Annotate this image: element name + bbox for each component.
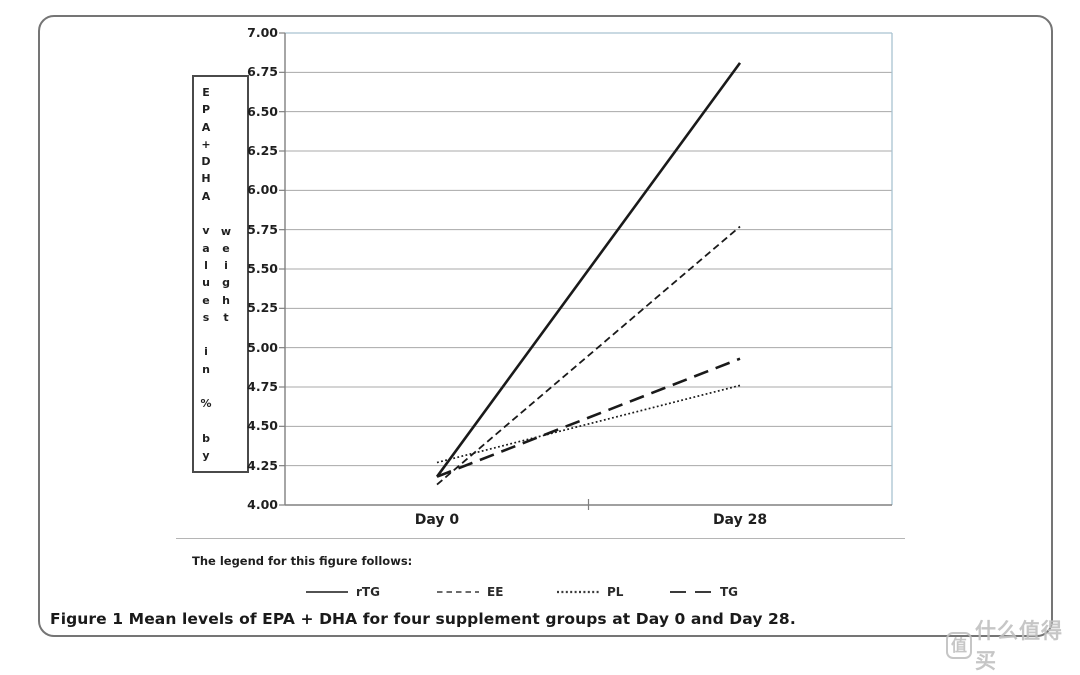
y-tick-label: 5.50 xyxy=(247,261,278,276)
y-axis-title-letter: P xyxy=(201,103,211,117)
legend-line-sample-tg xyxy=(670,591,712,593)
y-axis-title-letter: n xyxy=(202,362,210,376)
y-axis-title-letter: E xyxy=(202,86,210,99)
x-axis-label-day0: Day 0 xyxy=(414,512,460,528)
figure-caption-label: Figure 1 xyxy=(50,610,124,628)
y-tick-label: 5.75 xyxy=(247,221,278,237)
y-tick-label: 6.75 xyxy=(247,64,278,80)
y-tick-label: 7.00 xyxy=(247,25,278,40)
y-axis-title-letter: g xyxy=(222,276,230,290)
y-axis-title-letter: H xyxy=(201,172,211,186)
legend-line-sample-rtg xyxy=(306,591,348,593)
legend-item-ee: EE xyxy=(436,584,503,600)
legend-intro-text: The legend for this figure follows: xyxy=(192,554,413,568)
chart-bottom-separator xyxy=(176,538,905,539)
legend-label-pl: PL xyxy=(607,585,624,599)
line-chart xyxy=(279,32,893,510)
y-tick-label: 6.50 xyxy=(247,103,278,119)
y-axis-title-letter: i xyxy=(224,259,228,273)
series-line-PL xyxy=(436,384,741,464)
y-axis-title-letter: % xyxy=(200,397,212,411)
y-axis-title-letter: h xyxy=(222,293,230,307)
y-axis-title-letter: i xyxy=(204,345,208,359)
legend-line-sample-pl xyxy=(557,590,599,594)
y-axis-title-letter xyxy=(198,326,214,343)
watermark-text: 什么值得买 xyxy=(974,619,1063,673)
legend-line-sample-ee xyxy=(437,591,479,593)
x-axis-label-day28: Day 28 xyxy=(712,512,768,528)
y-axis-title-letter: + xyxy=(201,137,211,151)
y-tick-label: 4.25 xyxy=(247,457,278,473)
y-tick-label: 4.50 xyxy=(247,418,278,434)
series-line-TG xyxy=(436,357,741,478)
y-axis-title-letter: t xyxy=(223,310,229,324)
y-axis-title-letter: D xyxy=(201,155,211,169)
y-axis-title-letter: w xyxy=(220,224,232,238)
y-axis-title-letter: l xyxy=(204,258,208,272)
y-tick-label: 5.25 xyxy=(247,300,278,316)
y-axis-title-letter: A xyxy=(201,120,211,134)
figure-caption: Figure 1 Mean levels of EPA + DHA for fo… xyxy=(50,610,796,628)
series-line-rTG xyxy=(435,62,742,478)
series-line-EE xyxy=(436,225,741,486)
y-tick-label: 4.00 xyxy=(247,497,278,512)
y-axis-title-letter: e xyxy=(202,293,210,307)
y-axis-title-letter xyxy=(198,205,214,222)
y-axis-title-letter: e xyxy=(222,241,230,255)
legend-item-rtg: rTG xyxy=(305,584,380,600)
y-axis-title-letter xyxy=(198,413,214,430)
y-tick-label: 4.75 xyxy=(247,379,278,394)
legend-label-ee: EE xyxy=(487,585,504,599)
y-axis-title-letter xyxy=(198,378,214,395)
y-axis-title-letter: A xyxy=(201,189,211,203)
watermark: 值 什么值得买 xyxy=(946,615,1080,675)
y-axis-title-letter: a xyxy=(202,241,210,255)
legend-item-pl: PL xyxy=(556,584,623,600)
legend-label-rtg: rTG xyxy=(356,585,380,599)
watermark-badge-icon: 值 xyxy=(946,631,972,659)
y-axis-title-letter: b xyxy=(202,431,210,445)
legend-label-tg: TG xyxy=(720,585,739,599)
y-axis-title-letter: u xyxy=(202,276,210,290)
y-axis-title-letter: v xyxy=(202,224,210,238)
legend-item-tg: TG xyxy=(669,584,738,600)
y-tick-label: 5.00 xyxy=(247,339,278,355)
y-tick-label: 6.25 xyxy=(247,143,278,158)
y-tick-label: 6.00 xyxy=(247,182,278,198)
y-axis-title-letter: y xyxy=(202,449,210,463)
y-axis-title-letter: s xyxy=(202,310,210,324)
figure-caption-text: Mean levels of EPA + DHA for four supple… xyxy=(128,610,796,628)
